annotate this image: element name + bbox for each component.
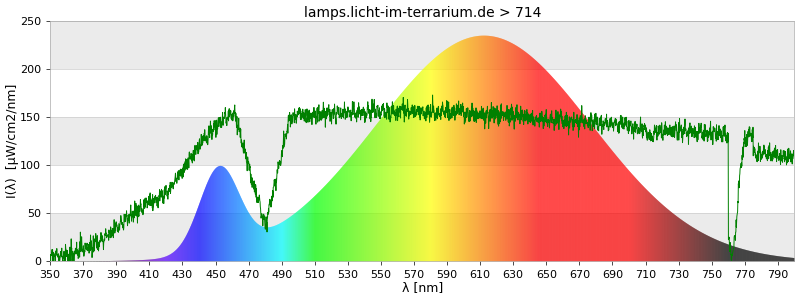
Y-axis label: I(λ)  [μW/cm2/nm]: I(λ) [μW/cm2/nm] <box>6 84 18 198</box>
Title: lamps.licht-im-terrarium.de > 714: lamps.licht-im-terrarium.de > 714 <box>303 6 541 20</box>
Bar <box>50 21 794 69</box>
X-axis label: λ [nm]: λ [nm] <box>402 281 443 294</box>
Bar <box>50 213 794 261</box>
Bar <box>50 117 794 165</box>
